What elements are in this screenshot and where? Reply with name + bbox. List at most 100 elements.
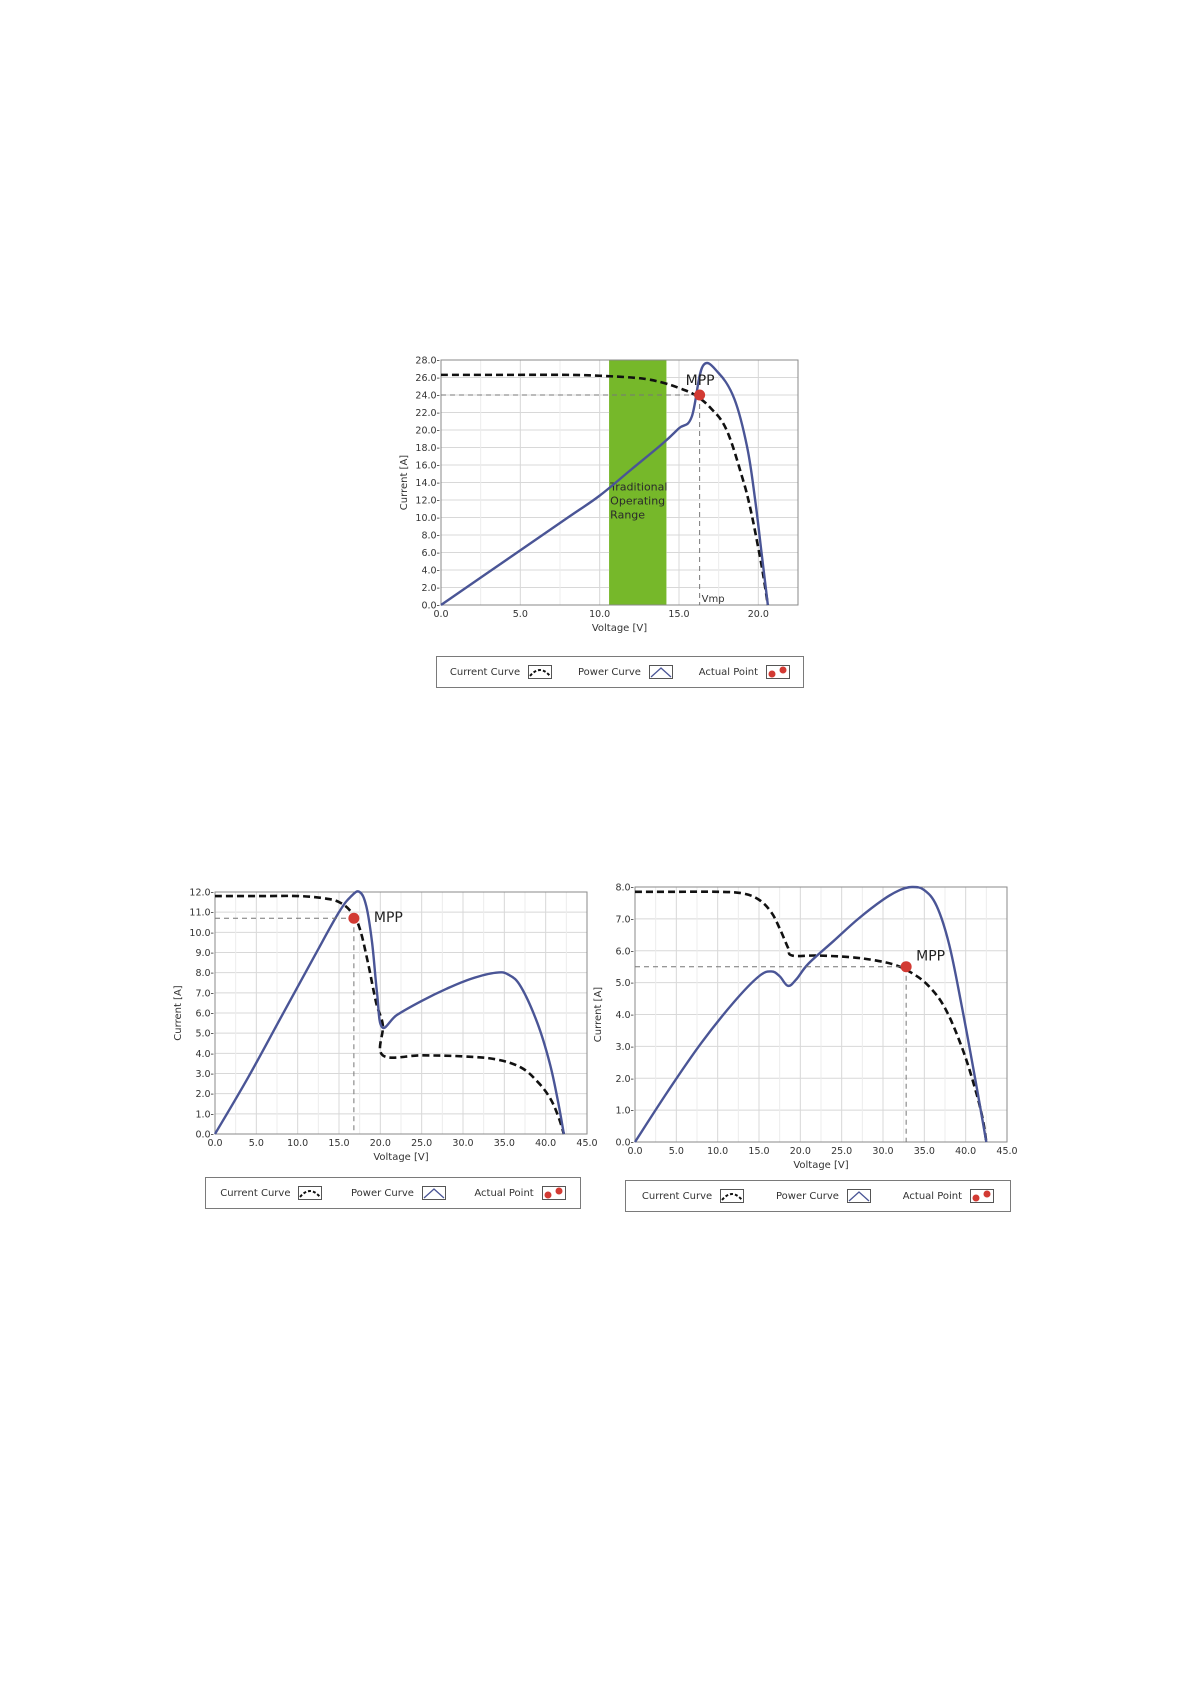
- current-curve-line: [440, 373, 770, 606]
- y-axis-label: Current [A]: [593, 987, 604, 1042]
- legend-label-current: Current Curve: [641, 1190, 713, 1202]
- x-tick-label: 25.0: [411, 1138, 432, 1149]
- power-curve-swatch-icon: [846, 1189, 871, 1203]
- operating-range-label: Operating: [610, 495, 665, 508]
- y-tick-label: 2.0-: [615, 1074, 634, 1085]
- y-tick-label: 16.0-: [415, 461, 440, 472]
- legend-item-current: Current Curve: [220, 1186, 323, 1200]
- y-tick-label: 10.0-: [189, 928, 214, 939]
- x-tick-label: 5.0: [249, 1138, 264, 1149]
- y-tick-label: 1.0-: [195, 1109, 214, 1120]
- mpp-label: MPP: [374, 910, 403, 926]
- power-curve-swatch-icon: [421, 1186, 446, 1200]
- y-tick-label: 1.0-: [615, 1106, 634, 1117]
- x-tick-label: 30.0: [872, 1146, 893, 1157]
- y-tick-label: 12.0-: [415, 496, 440, 507]
- vmp-label: Vmp: [702, 594, 725, 605]
- y-tick-label: 7.0-: [195, 988, 214, 999]
- y-tick-label: 7.0-: [615, 914, 634, 925]
- legend-label-actual: Actual Point: [474, 1187, 534, 1199]
- y-tick-label: 2.0-: [195, 1089, 214, 1100]
- actual-point-marker: [694, 389, 706, 401]
- operating-range-label: Range: [610, 509, 645, 522]
- y-tick-label: 4.0-: [615, 1010, 634, 1021]
- legend-label-actual: Actual Point: [698, 666, 759, 678]
- y-tick-label: 2.0-: [421, 583, 440, 594]
- legend-bottom-left: Current Curve Power Curve Actual Point: [205, 1177, 581, 1209]
- x-tick-label: 0.0: [627, 1146, 642, 1157]
- y-axis-label: Current [A]: [399, 455, 410, 510]
- x-tick-label: 20.0: [790, 1146, 811, 1157]
- x-tick-label: 45.0: [996, 1146, 1017, 1157]
- actual-point-marker: [900, 961, 912, 973]
- plot-frame: [634, 886, 1008, 1143]
- y-tick-label: 6.0-: [195, 1009, 214, 1020]
- x-axis-label: Voltage [V]: [592, 623, 647, 634]
- actual-point-marker: [348, 912, 360, 924]
- legend-item-actual: Actual Point: [698, 665, 791, 679]
- current-curve-swatch-icon: [720, 1189, 745, 1203]
- x-tick-label: 20.0: [748, 609, 769, 620]
- y-tick-label: 24.0-: [415, 391, 440, 402]
- y-tick-label: 4.0-: [195, 1049, 214, 1060]
- legend-label-current: Current Curve: [220, 1187, 291, 1199]
- chart-top: Traditional Operating Range 0.0 5.0 10.0 15.0 2…: [396, 350, 804, 700]
- operating-range-band-fill: [609, 360, 667, 605]
- current-curve-line: [215, 894, 566, 1135]
- x-tick-label: 25.0: [831, 1146, 852, 1157]
- current-curve-swatch-icon: [528, 665, 553, 679]
- mpp-label: MPP: [916, 949, 945, 965]
- y-tick-label: 0.0-: [421, 601, 440, 612]
- chart-bottom-right-svg: 0.0 5.0 10.0 15.0 20.0 25.0 30.0 35.0 40.0 45.0 0.…: [593, 883, 1018, 1172]
- chart-bottom-left: 0.0 5.0 10.0 15.0 20.0 25.0 30.0 35.0 40.0 45.0 0.…: [173, 880, 598, 1220]
- legend-bottom-right: Current Curve Power Curve Actual Point: [625, 1180, 1011, 1212]
- x-tick-label: 0.0: [433, 609, 448, 620]
- x-tick-label: 20.0: [370, 1138, 391, 1149]
- x-tick-label: 10.0: [589, 609, 610, 620]
- legend-item-power: Power Curve: [776, 1189, 871, 1203]
- y-tick-label: 18.0-: [415, 443, 440, 454]
- x-tick-label: 35.0: [494, 1138, 515, 1149]
- actual-point-swatch-icon: [766, 665, 791, 679]
- y-tick-label: 6.0-: [615, 946, 634, 957]
- legend-item-power: Power Curve: [351, 1186, 446, 1200]
- y-axis-label: Current [A]: [173, 985, 184, 1040]
- x-tick-label: 10.0: [287, 1138, 308, 1149]
- y-tick-label: 6.0-: [421, 548, 440, 559]
- y-tick-label: 20.0-: [415, 426, 440, 437]
- x-tick-label: 0.0: [207, 1138, 222, 1149]
- mpp-label: MPP: [686, 373, 715, 389]
- plot-frame: [440, 359, 799, 606]
- y-tick-label: 5.0-: [195, 1029, 214, 1040]
- x-tick-label: 40.0: [535, 1138, 556, 1149]
- x-tick-label: 45.0: [576, 1138, 597, 1149]
- y-tick-label: 9.0-: [195, 948, 214, 959]
- operating-range-label: Traditional: [609, 481, 667, 494]
- y-tick-label: 28.0-: [415, 356, 440, 367]
- x-tick-label: 15.0: [668, 609, 689, 620]
- chart-bottom-left-svg: 0.0 5.0 10.0 15.0 20.0 25.0 30.0 35.0 40.0 45.0 0.…: [173, 888, 598, 1164]
- legend-label-power: Power Curve: [577, 666, 641, 678]
- x-tick-label: 40.0: [955, 1146, 976, 1157]
- x-tick-label: 10.0: [707, 1146, 728, 1157]
- y-tick-label: 3.0-: [615, 1042, 634, 1053]
- y-tick-label: 10.0-: [415, 513, 440, 524]
- y-tick-label: 5.0-: [615, 978, 634, 989]
- y-tick-label: 22.0-: [415, 408, 440, 419]
- x-axis-label: Voltage [V]: [373, 1152, 428, 1163]
- y-tick-label: 8.0-: [421, 531, 440, 542]
- y-tick-label: 26.0-: [415, 373, 440, 384]
- y-tick-label: 14.0-: [415, 478, 440, 489]
- y-tick-label: 0.0-: [615, 1138, 634, 1149]
- legend-item-power: Power Curve: [578, 665, 673, 679]
- actual-point-swatch-icon: [970, 1189, 995, 1203]
- power-curve-line: [633, 885, 988, 1143]
- x-axis-label: Voltage [V]: [793, 1160, 848, 1171]
- legend-label-power: Power Curve: [775, 1190, 839, 1202]
- current-curve-line: [635, 890, 988, 1143]
- actual-point-swatch-icon: [541, 1186, 566, 1200]
- y-tick-label: 0.0-: [195, 1130, 214, 1141]
- chart-bottom-right: 0.0 5.0 10.0 15.0 20.0 25.0 30.0 35.0 40.0 45.0 0.…: [593, 875, 1018, 1225]
- y-tick-label: 12.0-: [189, 888, 214, 899]
